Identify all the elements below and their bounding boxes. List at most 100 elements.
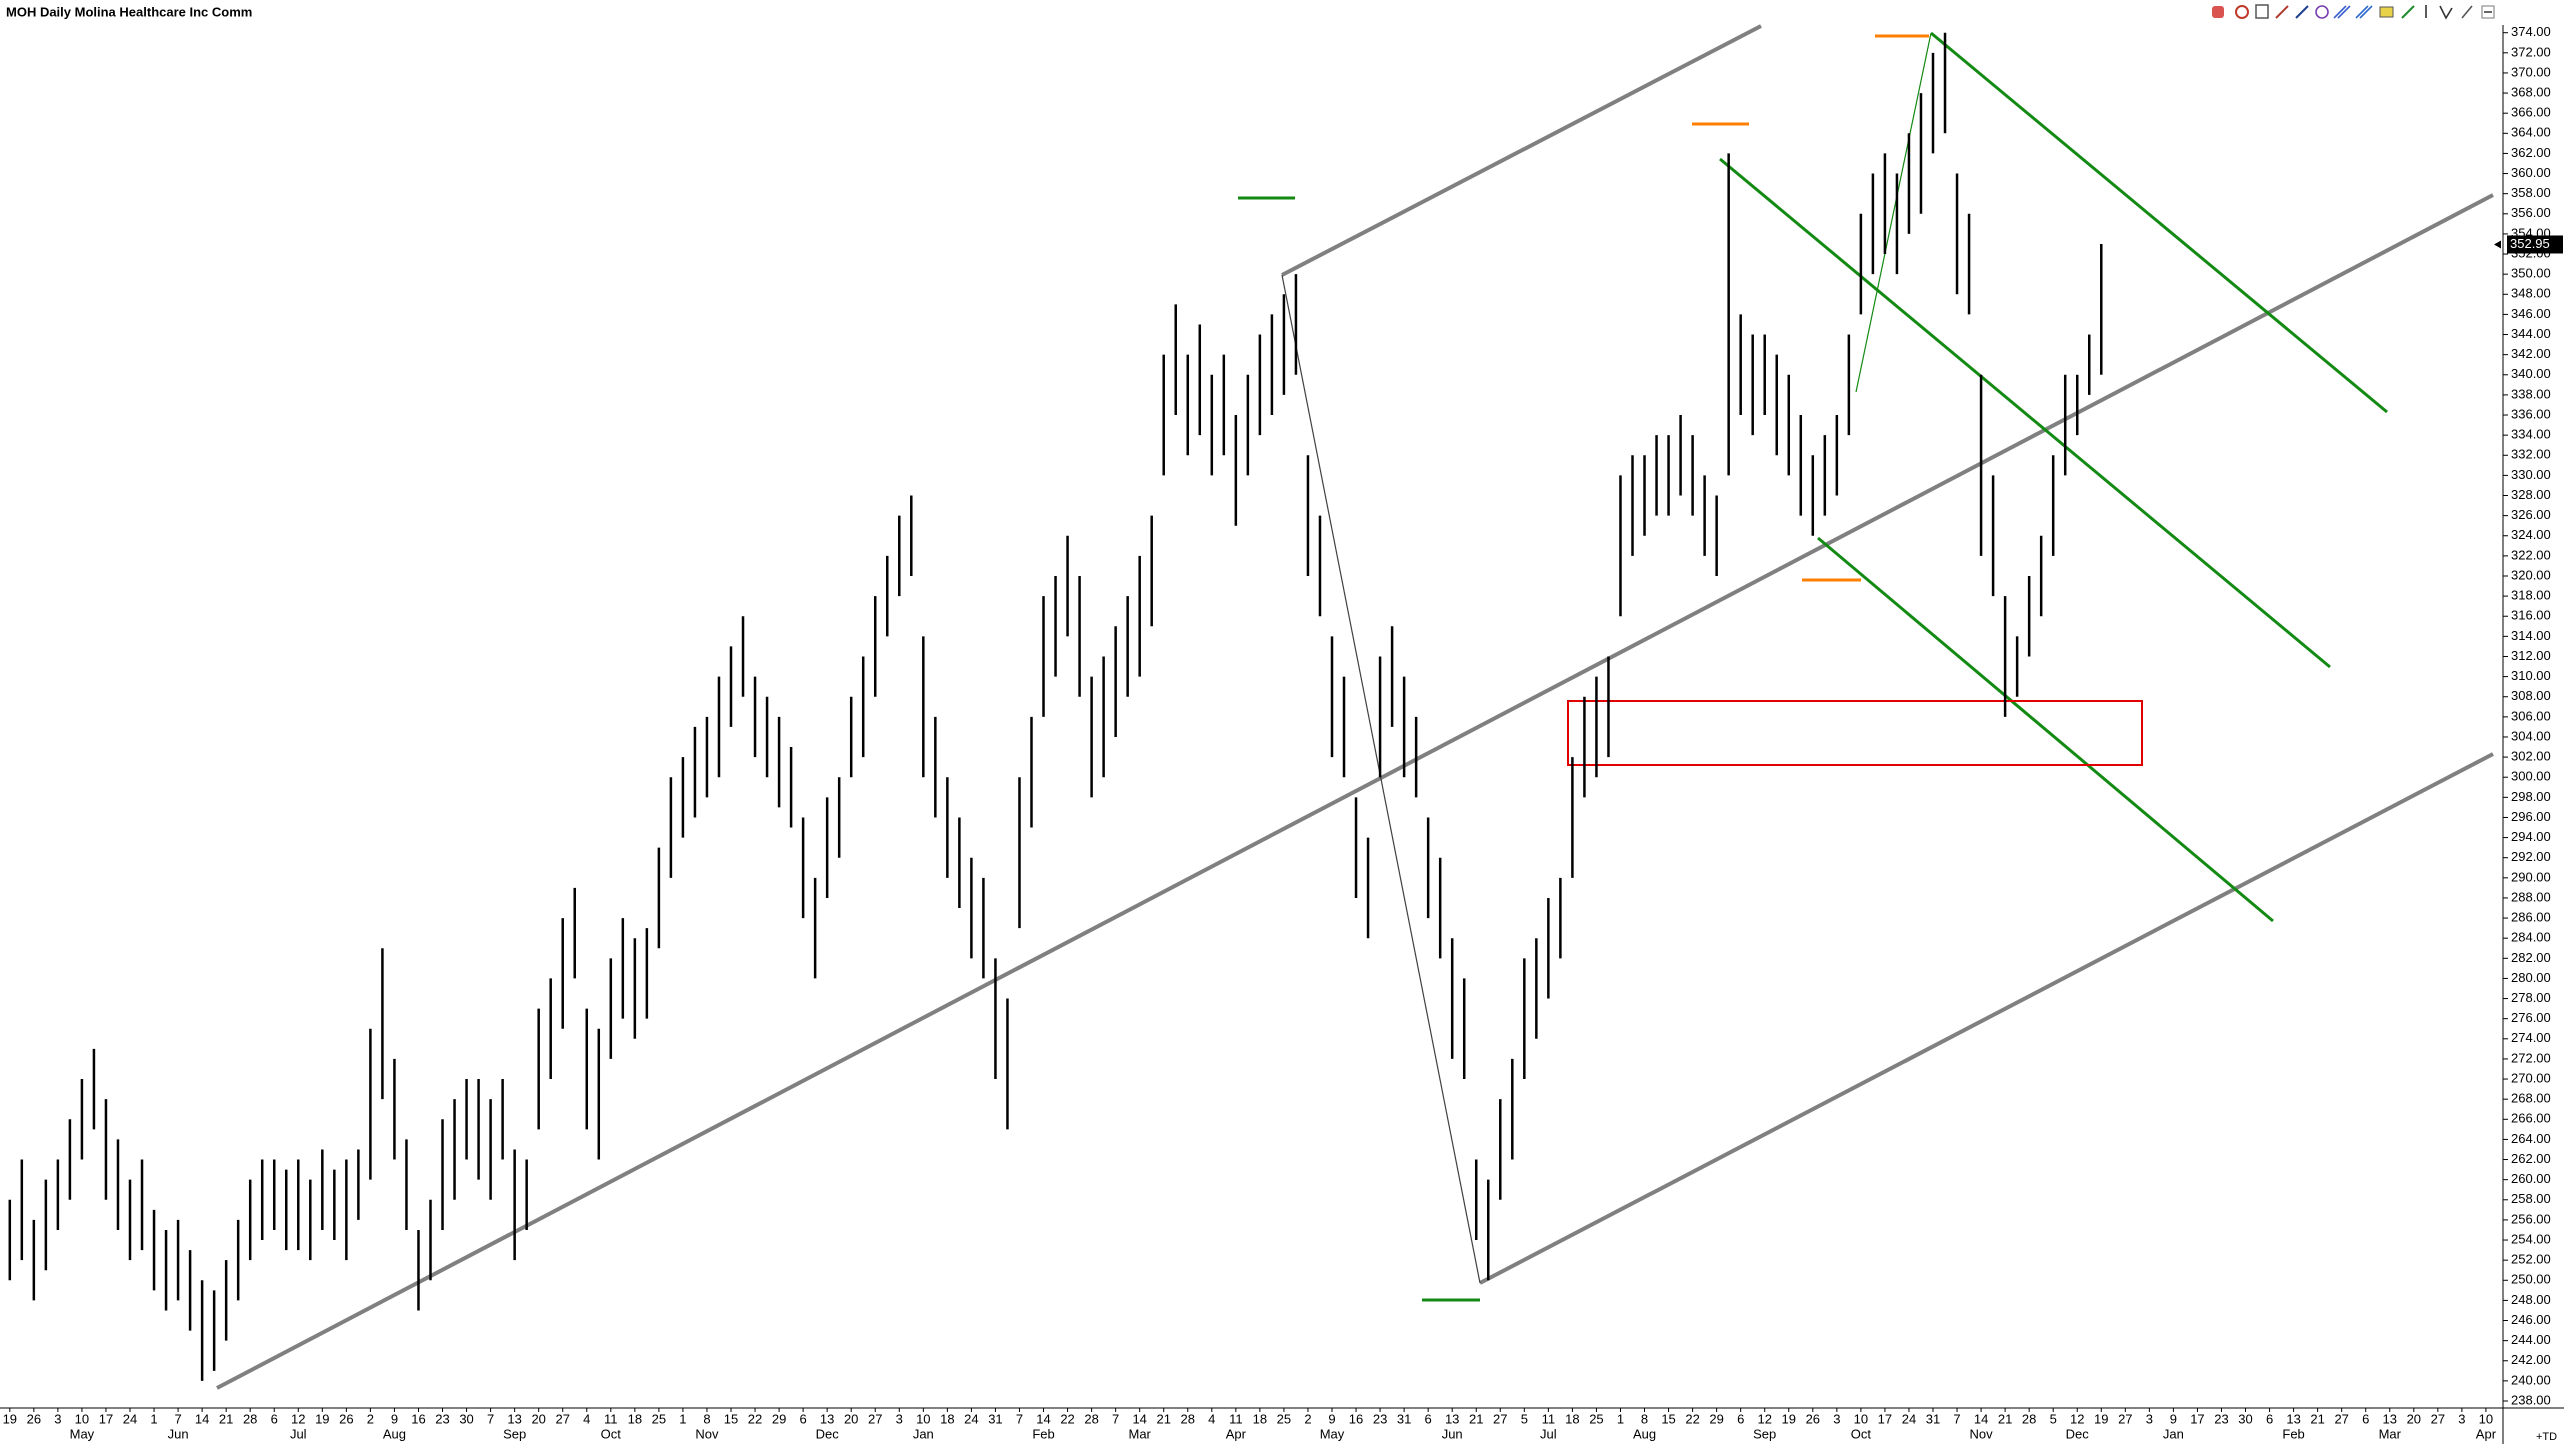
tool-icon[interactable] [2333, 5, 2347, 19]
x-day-label: 14 [1036, 1411, 1050, 1426]
x-day-label: 1 [1617, 1411, 1624, 1426]
x-day-label: 19 [2094, 1411, 2108, 1426]
x-month-label: Mar [2379, 1426, 2402, 1441]
last-price-arrow [2494, 240, 2501, 249]
x-day-label: 17 [2190, 1411, 2204, 1426]
x-day-label: 14 [195, 1411, 209, 1426]
x-month-label: Feb [1032, 1426, 1054, 1441]
y-tick-label: 310.00 [2511, 668, 2551, 683]
x-month-label: Oct [1851, 1426, 1872, 1441]
x-day-label: 22 [1685, 1411, 1699, 1426]
y-tick-label: 294.00 [2511, 829, 2551, 844]
upper-channel [1281, 24, 1762, 277]
tool-icon[interactable] [2461, 5, 2473, 19]
x-day-label: 11 [1229, 1411, 1243, 1426]
x-day-label: 3 [1833, 1411, 1840, 1426]
y-tick-label: 322.00 [2511, 547, 2551, 562]
x-day-label: 30 [2238, 1411, 2252, 1426]
x-day-label: 18 [940, 1411, 954, 1426]
x-day-label: 20 [844, 1411, 858, 1426]
y-tick-label: 350.00 [2511, 266, 2551, 281]
y-tick-label: 268.00 [2511, 1091, 2551, 1106]
x-day-label: 20 [531, 1411, 545, 1426]
tool-icon[interactable] [2255, 4, 2269, 19]
y-tick-label: 326.00 [2511, 507, 2551, 522]
y-tick-label: 262.00 [2511, 1151, 2551, 1166]
x-month-label: Jan [2163, 1426, 2184, 1441]
x-month-label: Sep [1753, 1426, 1776, 1441]
y-tick-label: 346.00 [2511, 306, 2551, 321]
x-day-label: 29 [1709, 1411, 1723, 1426]
y-tick-label: 342.00 [2511, 346, 2551, 361]
y-tick-label: 292.00 [2511, 849, 2551, 864]
tool-icon[interactable] [2235, 5, 2249, 19]
x-day-label: 25 [1277, 1411, 1291, 1426]
x-day-label: 5 [1521, 1411, 1528, 1426]
green-trend [1930, 31, 2388, 414]
y-tick-label: 340.00 [2511, 366, 2551, 381]
x-day-label: 22 [748, 1411, 762, 1426]
y-tick-label: 272.00 [2511, 1050, 2551, 1065]
x-day-label: 27 [868, 1411, 882, 1426]
tool-icon[interactable] [2275, 5, 2289, 19]
last-price-label: 352.95 [2510, 236, 2550, 251]
x-day-label: 2 [367, 1411, 374, 1426]
y-tick-label: 300.00 [2511, 769, 2551, 784]
x-day-label: 19 [3, 1411, 17, 1426]
x-day-label: 29 [772, 1411, 786, 1426]
chart-title: MOH Daily Molina Healthcare Inc Comm [6, 4, 252, 19]
x-day-label: 27 [1493, 1411, 1507, 1426]
x-month-label: Nov [1970, 1426, 1994, 1441]
x-day-label: 26 [339, 1411, 353, 1426]
x-day-label: 10 [916, 1411, 930, 1426]
x-day-label: 9 [2170, 1411, 2177, 1426]
x-day-label: 14 [1132, 1411, 1146, 1426]
y-tick-label: 240.00 [2511, 1372, 2551, 1387]
y-tick-label: 260.00 [2511, 1171, 2551, 1186]
drawings [216, 24, 2494, 1390]
tool-icon[interactable] [2401, 5, 2415, 19]
y-tick-label: 246.00 [2511, 1312, 2551, 1327]
x-month-label: Mar [1128, 1426, 1151, 1441]
tool-icon[interactable] [2439, 5, 2453, 20]
x-day-label: 6 [2266, 1411, 2273, 1426]
tool-icon[interactable] [2337, 5, 2351, 19]
x-day-label: 20 [2407, 1411, 2421, 1426]
x-day-label: 9 [391, 1411, 398, 1426]
x-month-label: Aug [1633, 1426, 1656, 1441]
x-day-label: 1 [679, 1411, 686, 1426]
tool-icon[interactable] [2295, 5, 2309, 19]
tool-icon[interactable] [2359, 5, 2373, 19]
tool-icon[interactable] [2315, 5, 2329, 19]
x-day-label: 24 [1902, 1411, 1916, 1426]
x-day-label: 16 [411, 1411, 425, 1426]
x-day-label: 9 [1328, 1411, 1335, 1426]
x-day-label: 1 [150, 1411, 157, 1426]
x-month-label: Nov [695, 1426, 719, 1441]
y-tick-label: 290.00 [2511, 869, 2551, 884]
y-tick-label: 316.00 [2511, 608, 2551, 623]
x-day-label: 26 [27, 1411, 41, 1426]
y-tick-label: 336.00 [2511, 406, 2551, 421]
y-tick-label: 278.00 [2511, 990, 2551, 1005]
green-swing [1855, 32, 1932, 393]
tool-icon[interactable] [2355, 5, 2369, 19]
x-month-label: Jun [168, 1426, 189, 1441]
x-day-label: 19 [315, 1411, 329, 1426]
zone-box [1567, 700, 2143, 766]
x-day-label: 2 [1304, 1411, 1311, 1426]
x-day-label: 6 [271, 1411, 278, 1426]
x-day-label: 12 [1757, 1411, 1771, 1426]
x-day-label: 28 [243, 1411, 257, 1426]
x-day-label: 21 [1998, 1411, 2012, 1426]
y-tick-label: 302.00 [2511, 749, 2551, 764]
x-day-label: 3 [896, 1411, 903, 1426]
tool-icon[interactable] [2379, 6, 2394, 18]
y-tick-label: 284.00 [2511, 930, 2551, 945]
x-day-label: 30 [459, 1411, 473, 1426]
tool-icon[interactable] [2212, 6, 2224, 18]
x-day-label: 26 [1806, 1411, 1820, 1426]
y-tick-label: 296.00 [2511, 809, 2551, 824]
y-tick-label: 264.00 [2511, 1131, 2551, 1146]
